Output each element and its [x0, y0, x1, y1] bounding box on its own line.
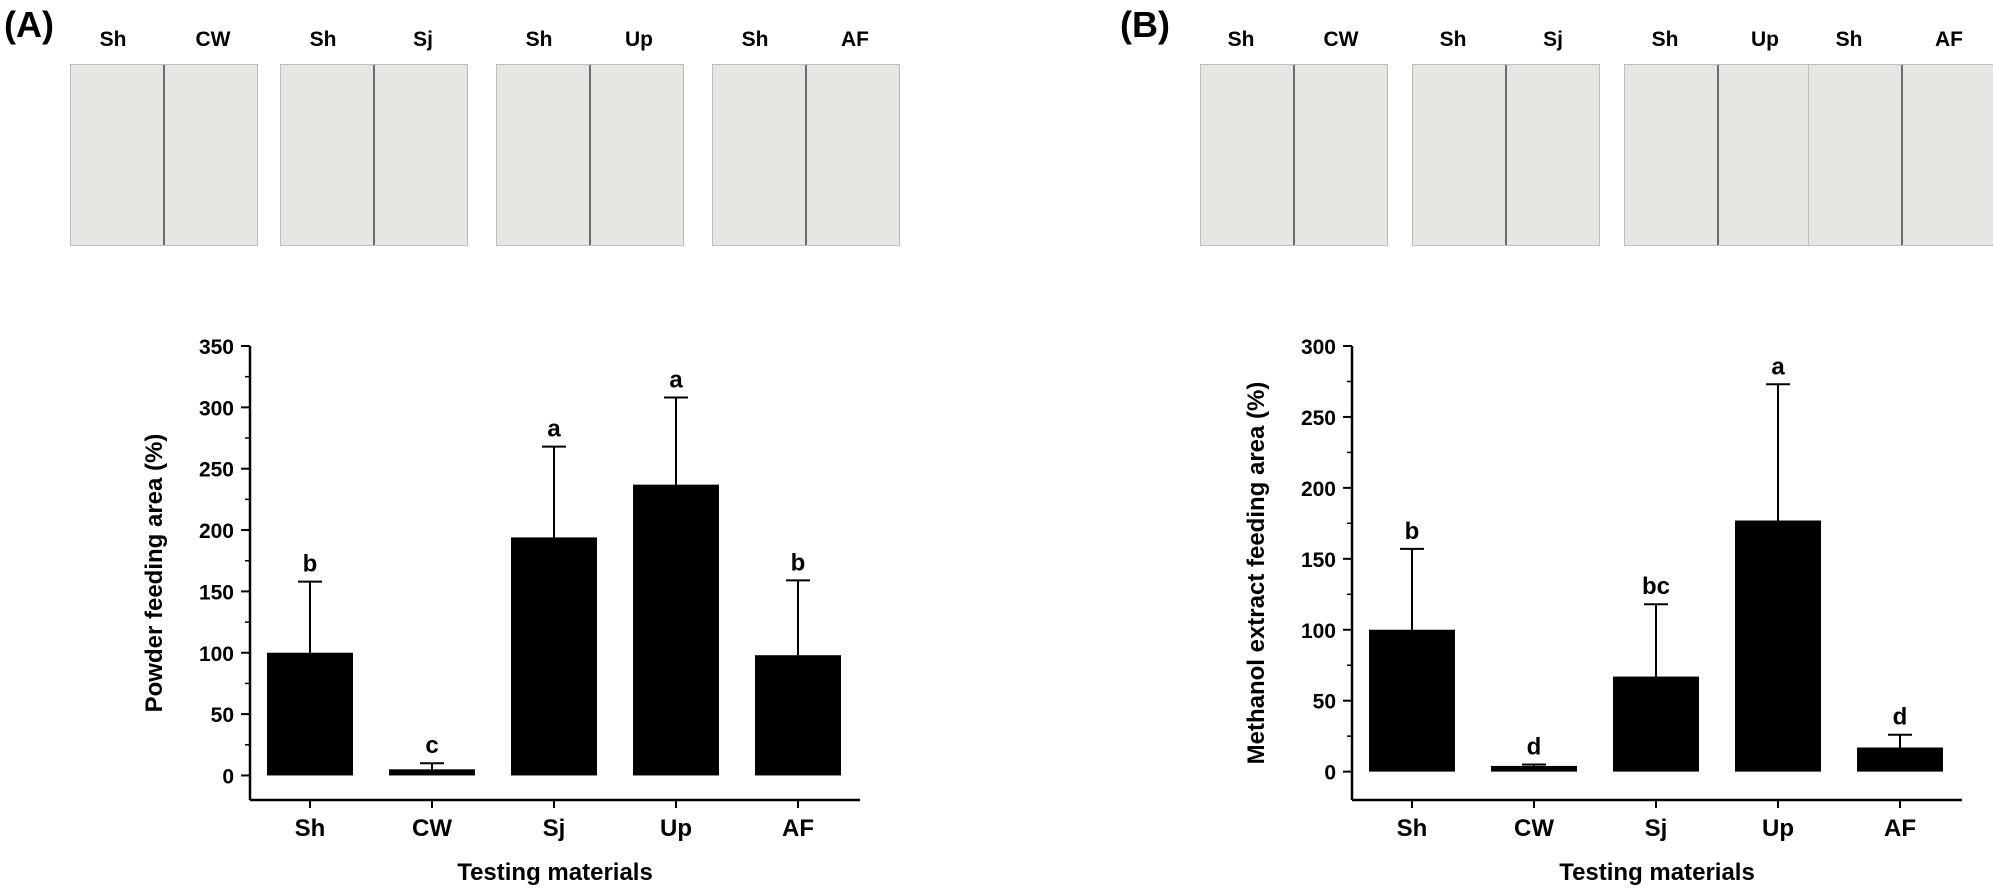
- photo-label: Sh: [1651, 28, 1679, 51]
- feeding-photo: [1412, 64, 1600, 246]
- bar-chart-a: 0 50 100 150 200 250 300 350 b Sh c CW a Sj a Up b AF Test…: [141, 336, 860, 886]
- photo-divider: [163, 65, 165, 245]
- feeding-photo: [70, 64, 258, 246]
- photo-label: AF: [841, 28, 869, 51]
- photo-pair-b-2: Sh Sj: [1408, 24, 1600, 246]
- x-tick-label: Up: [1762, 815, 1794, 842]
- bar: [1613, 676, 1699, 772]
- x-axis-title: Testing materials: [1559, 859, 1755, 886]
- x-tick-label: CW: [412, 815, 452, 842]
- feeding-photo: [280, 64, 468, 246]
- panel-label-a: (A): [4, 4, 54, 45]
- x-tick-label: Sh: [295, 815, 326, 842]
- y-tick-label: 300: [199, 397, 234, 420]
- photo-pair-b-4: Sh AF: [1804, 24, 1993, 246]
- x-tick-label: Sj: [1645, 815, 1668, 842]
- significance-letter: a: [547, 416, 561, 443]
- bar: [267, 652, 353, 776]
- significance-letter: d: [1893, 704, 1908, 731]
- photo-label: Sj: [1543, 28, 1563, 51]
- y-tick-label: 150: [1301, 549, 1336, 572]
- photo-divider: [1901, 65, 1903, 245]
- bar: [1735, 520, 1821, 772]
- bar: [1491, 765, 1577, 772]
- x-tick-label: AF: [782, 815, 814, 842]
- significance-letter: d: [1527, 734, 1542, 761]
- photo-label: CW: [1323, 28, 1359, 51]
- significance-letter: b: [791, 549, 806, 576]
- photo-pair-a-4: Sh AF: [710, 24, 900, 246]
- y-tick-label: 50: [1313, 691, 1336, 714]
- significance-letter: a: [1771, 353, 1785, 380]
- photo-pair-b-1: Sh CW: [1196, 24, 1388, 246]
- photo-pair-a-3: Sh Up: [494, 24, 684, 246]
- x-tick-label: Up: [660, 815, 692, 842]
- significance-letter: b: [1405, 518, 1420, 545]
- y-tick-label: 250: [1301, 407, 1336, 430]
- y-tick-label: 0: [222, 765, 234, 788]
- photo-label: Sh: [525, 28, 553, 51]
- photo-divider: [373, 65, 375, 245]
- photo-strip-b: Sh CW Sh Sj Sh Up Sh AF: [1190, 24, 1993, 246]
- y-tick-label: 100: [1301, 620, 1336, 643]
- significance-letter: a: [669, 367, 683, 394]
- y-tick-label: 300: [1301, 336, 1336, 359]
- bar-chart-b: 0 50 100 150 200 250 300 b Sh d CW bc Sj a Up d AF Testin…: [1243, 336, 1962, 886]
- x-axis-title: Testing materials: [457, 859, 653, 886]
- bar: [633, 484, 719, 776]
- significance-letter: c: [425, 732, 438, 759]
- feeding-photo: [712, 64, 900, 246]
- y-tick-label: 250: [199, 459, 234, 482]
- bar: [1857, 747, 1943, 772]
- x-tick-label: AF: [1884, 815, 1916, 842]
- photo-label: AF: [1935, 28, 1963, 51]
- photo-label: Sh: [1835, 28, 1863, 51]
- feeding-photo: [1808, 64, 1993, 246]
- photo-label: Sh: [1227, 28, 1255, 51]
- y-tick-label: 100: [199, 643, 234, 666]
- photo-divider: [589, 65, 591, 245]
- photo-label: CW: [195, 28, 231, 51]
- feeding-photo: [1624, 64, 1812, 246]
- bar: [511, 537, 597, 776]
- photo-pair-a-2: Sh Sj: [278, 24, 468, 246]
- photo-divider: [1293, 65, 1295, 245]
- photo-pair-b-3: Sh Up: [1620, 24, 1812, 246]
- photo-strip-a: Sh CW Sh Sj Sh Up Sh AF: [0, 24, 960, 246]
- x-tick-label: Sj: [543, 815, 566, 842]
- panel-label-b: (B): [1120, 4, 1170, 45]
- y-axis-title: Powder feeding area (%): [141, 434, 168, 713]
- bar: [755, 655, 841, 776]
- photo-pair-a-1: Sh CW: [68, 24, 258, 246]
- photo-label: Sh: [741, 28, 769, 51]
- x-tick-label: Sh: [1397, 815, 1428, 842]
- y-tick-label: 50: [211, 704, 234, 727]
- y-axis-title: Methanol extract feeding area (%): [1243, 382, 1270, 765]
- photo-divider: [1505, 65, 1507, 245]
- photo-label: Sh: [99, 28, 127, 51]
- feeding-photo: [1200, 64, 1388, 246]
- photo-label: Up: [625, 28, 653, 51]
- significance-letter: bc: [1642, 573, 1670, 600]
- y-tick-label: 350: [199, 336, 234, 359]
- bar: [1369, 629, 1455, 772]
- y-tick-label: 200: [1301, 478, 1336, 501]
- x-tick-label: CW: [1514, 815, 1554, 842]
- y-tick-label: 200: [199, 520, 234, 543]
- photo-label: Sh: [1439, 28, 1467, 51]
- feeding-photo: [496, 64, 684, 246]
- photo-label: Sh: [309, 28, 337, 51]
- y-tick-label: 150: [199, 581, 234, 604]
- significance-letter: b: [303, 551, 318, 578]
- photo-label: Sj: [413, 28, 433, 51]
- y-tick-label: 0: [1324, 762, 1336, 785]
- photo-divider: [1717, 65, 1719, 245]
- photo-label: Up: [1751, 28, 1779, 51]
- photo-divider: [805, 65, 807, 245]
- bar: [389, 769, 475, 776]
